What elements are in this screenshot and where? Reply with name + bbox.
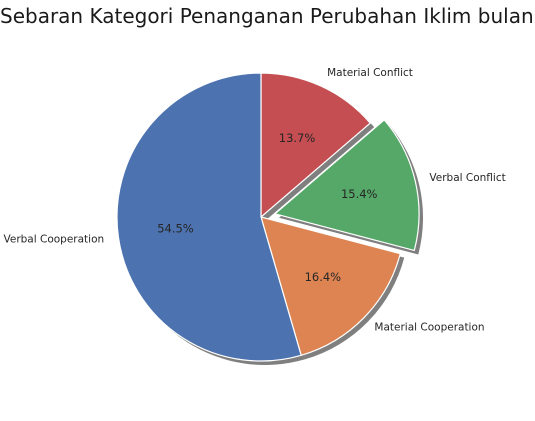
chart-title: Sebaran Kategori Penanganan Perubahan Ik… — [0, 4, 535, 28]
percent-label-verbal-cooperation: 54.5% — [157, 222, 194, 236]
pie-slice-verbal-cooperation — [116, 72, 302, 362]
category-label-material-conflict: Material Conflict — [327, 67, 413, 79]
percent-label-material-cooperation: 16.4% — [305, 270, 342, 284]
category-label-verbal-conflict: Verbal Conflict — [429, 172, 505, 184]
pie-slice-material-cooperation — [260, 216, 401, 356]
slice-labels: Material Conflict 13.7% Verbal Conflict 15.… — [4, 67, 506, 334]
category-label-verbal-cooperation: Verbal Cooperation — [4, 233, 105, 245]
percent-label-material-conflict: 13.7% — [279, 131, 316, 145]
percent-label-verbal-conflict: 15.4% — [341, 187, 378, 201]
pie-slice-material-conflict — [260, 72, 371, 218]
pie-slices — [116, 72, 420, 362]
category-label-material-cooperation: Material Cooperation — [374, 322, 484, 334]
pie-slice-verbal-conflict — [274, 119, 420, 252]
